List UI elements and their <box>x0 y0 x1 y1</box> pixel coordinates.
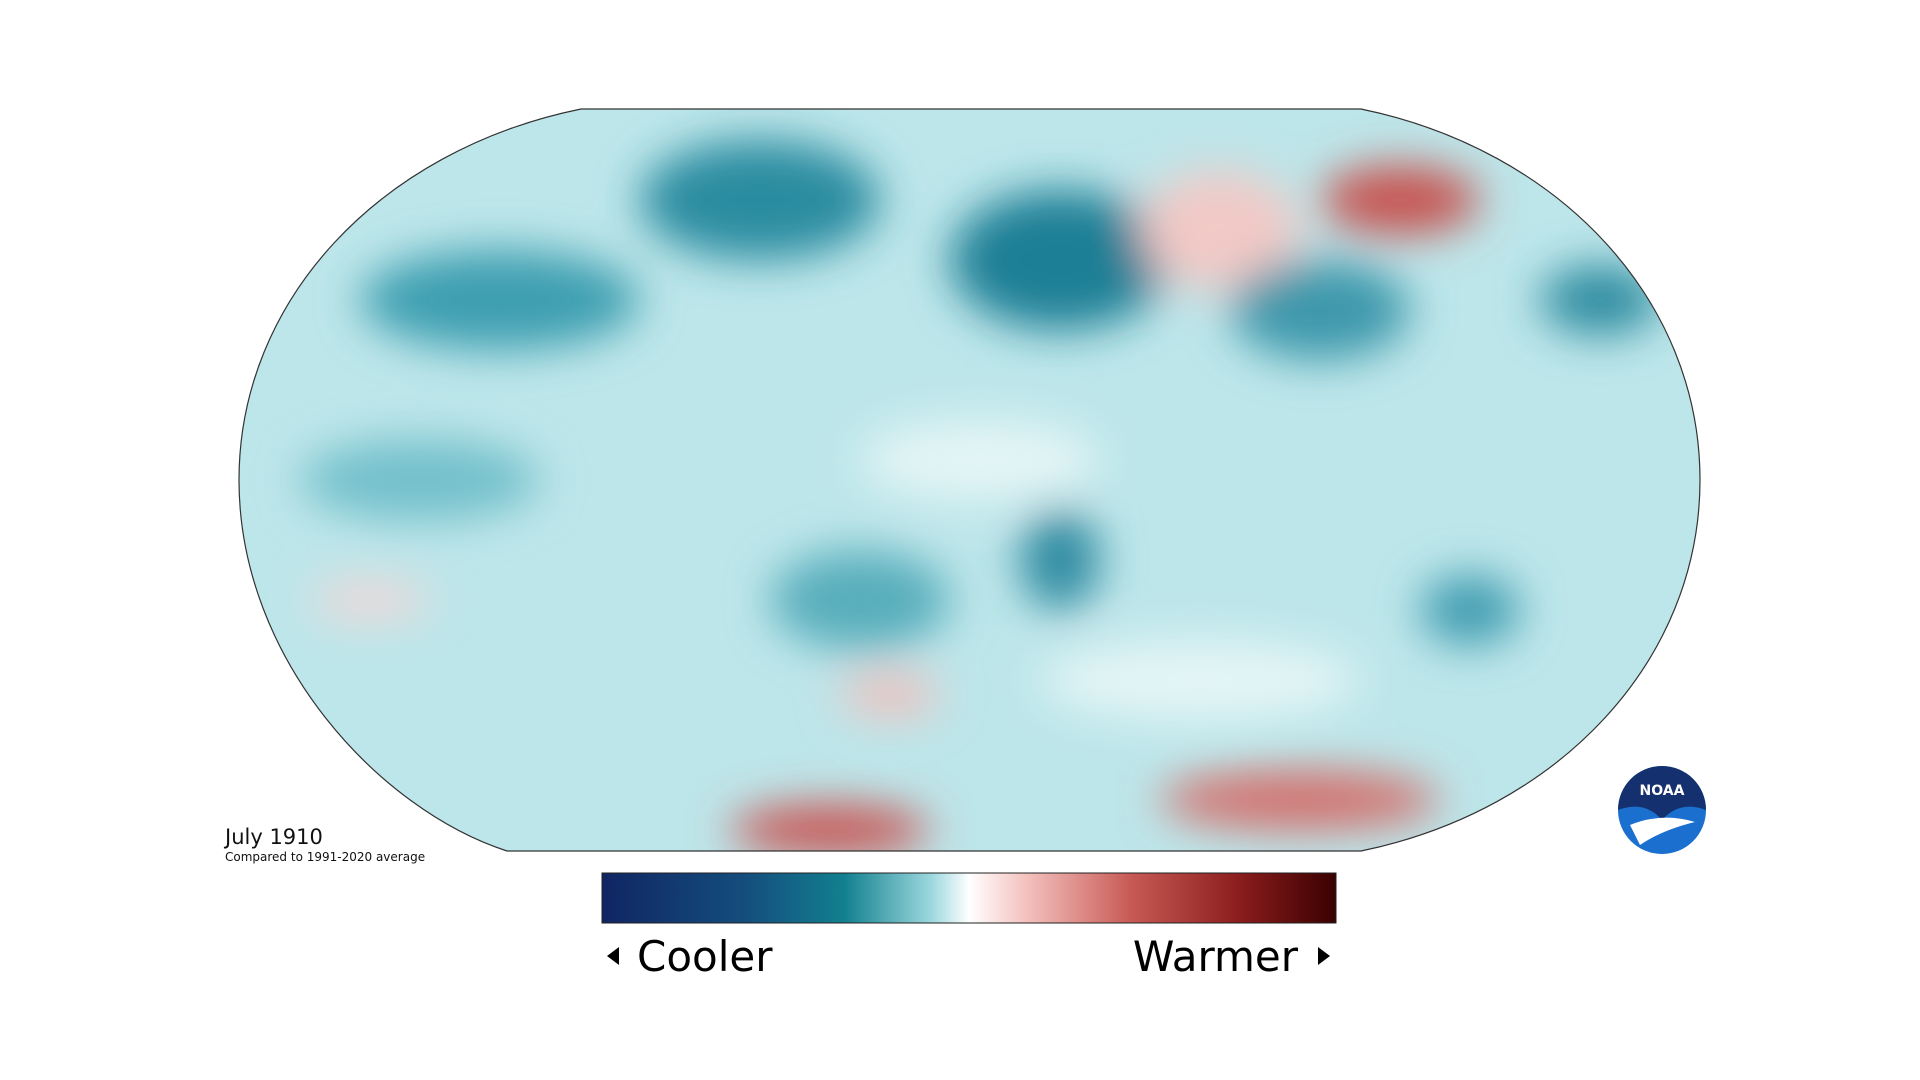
arrow-right <box>1318 947 1330 965</box>
legend-high-label: Warmer <box>1133 932 1299 981</box>
anomaly-map <box>239 109 1700 851</box>
map-title: July 1910 <box>223 825 323 849</box>
map-outline <box>238 108 1701 852</box>
map-subtitle: Compared to 1991-2020 average <box>225 850 425 864</box>
arrow-left <box>607 947 619 965</box>
legend-low-label: Cooler <box>637 932 773 981</box>
logo-text: NOAA <box>1640 783 1685 799</box>
noaa-logo: NOAA <box>1618 766 1706 854</box>
color-scale <box>601 872 1337 924</box>
